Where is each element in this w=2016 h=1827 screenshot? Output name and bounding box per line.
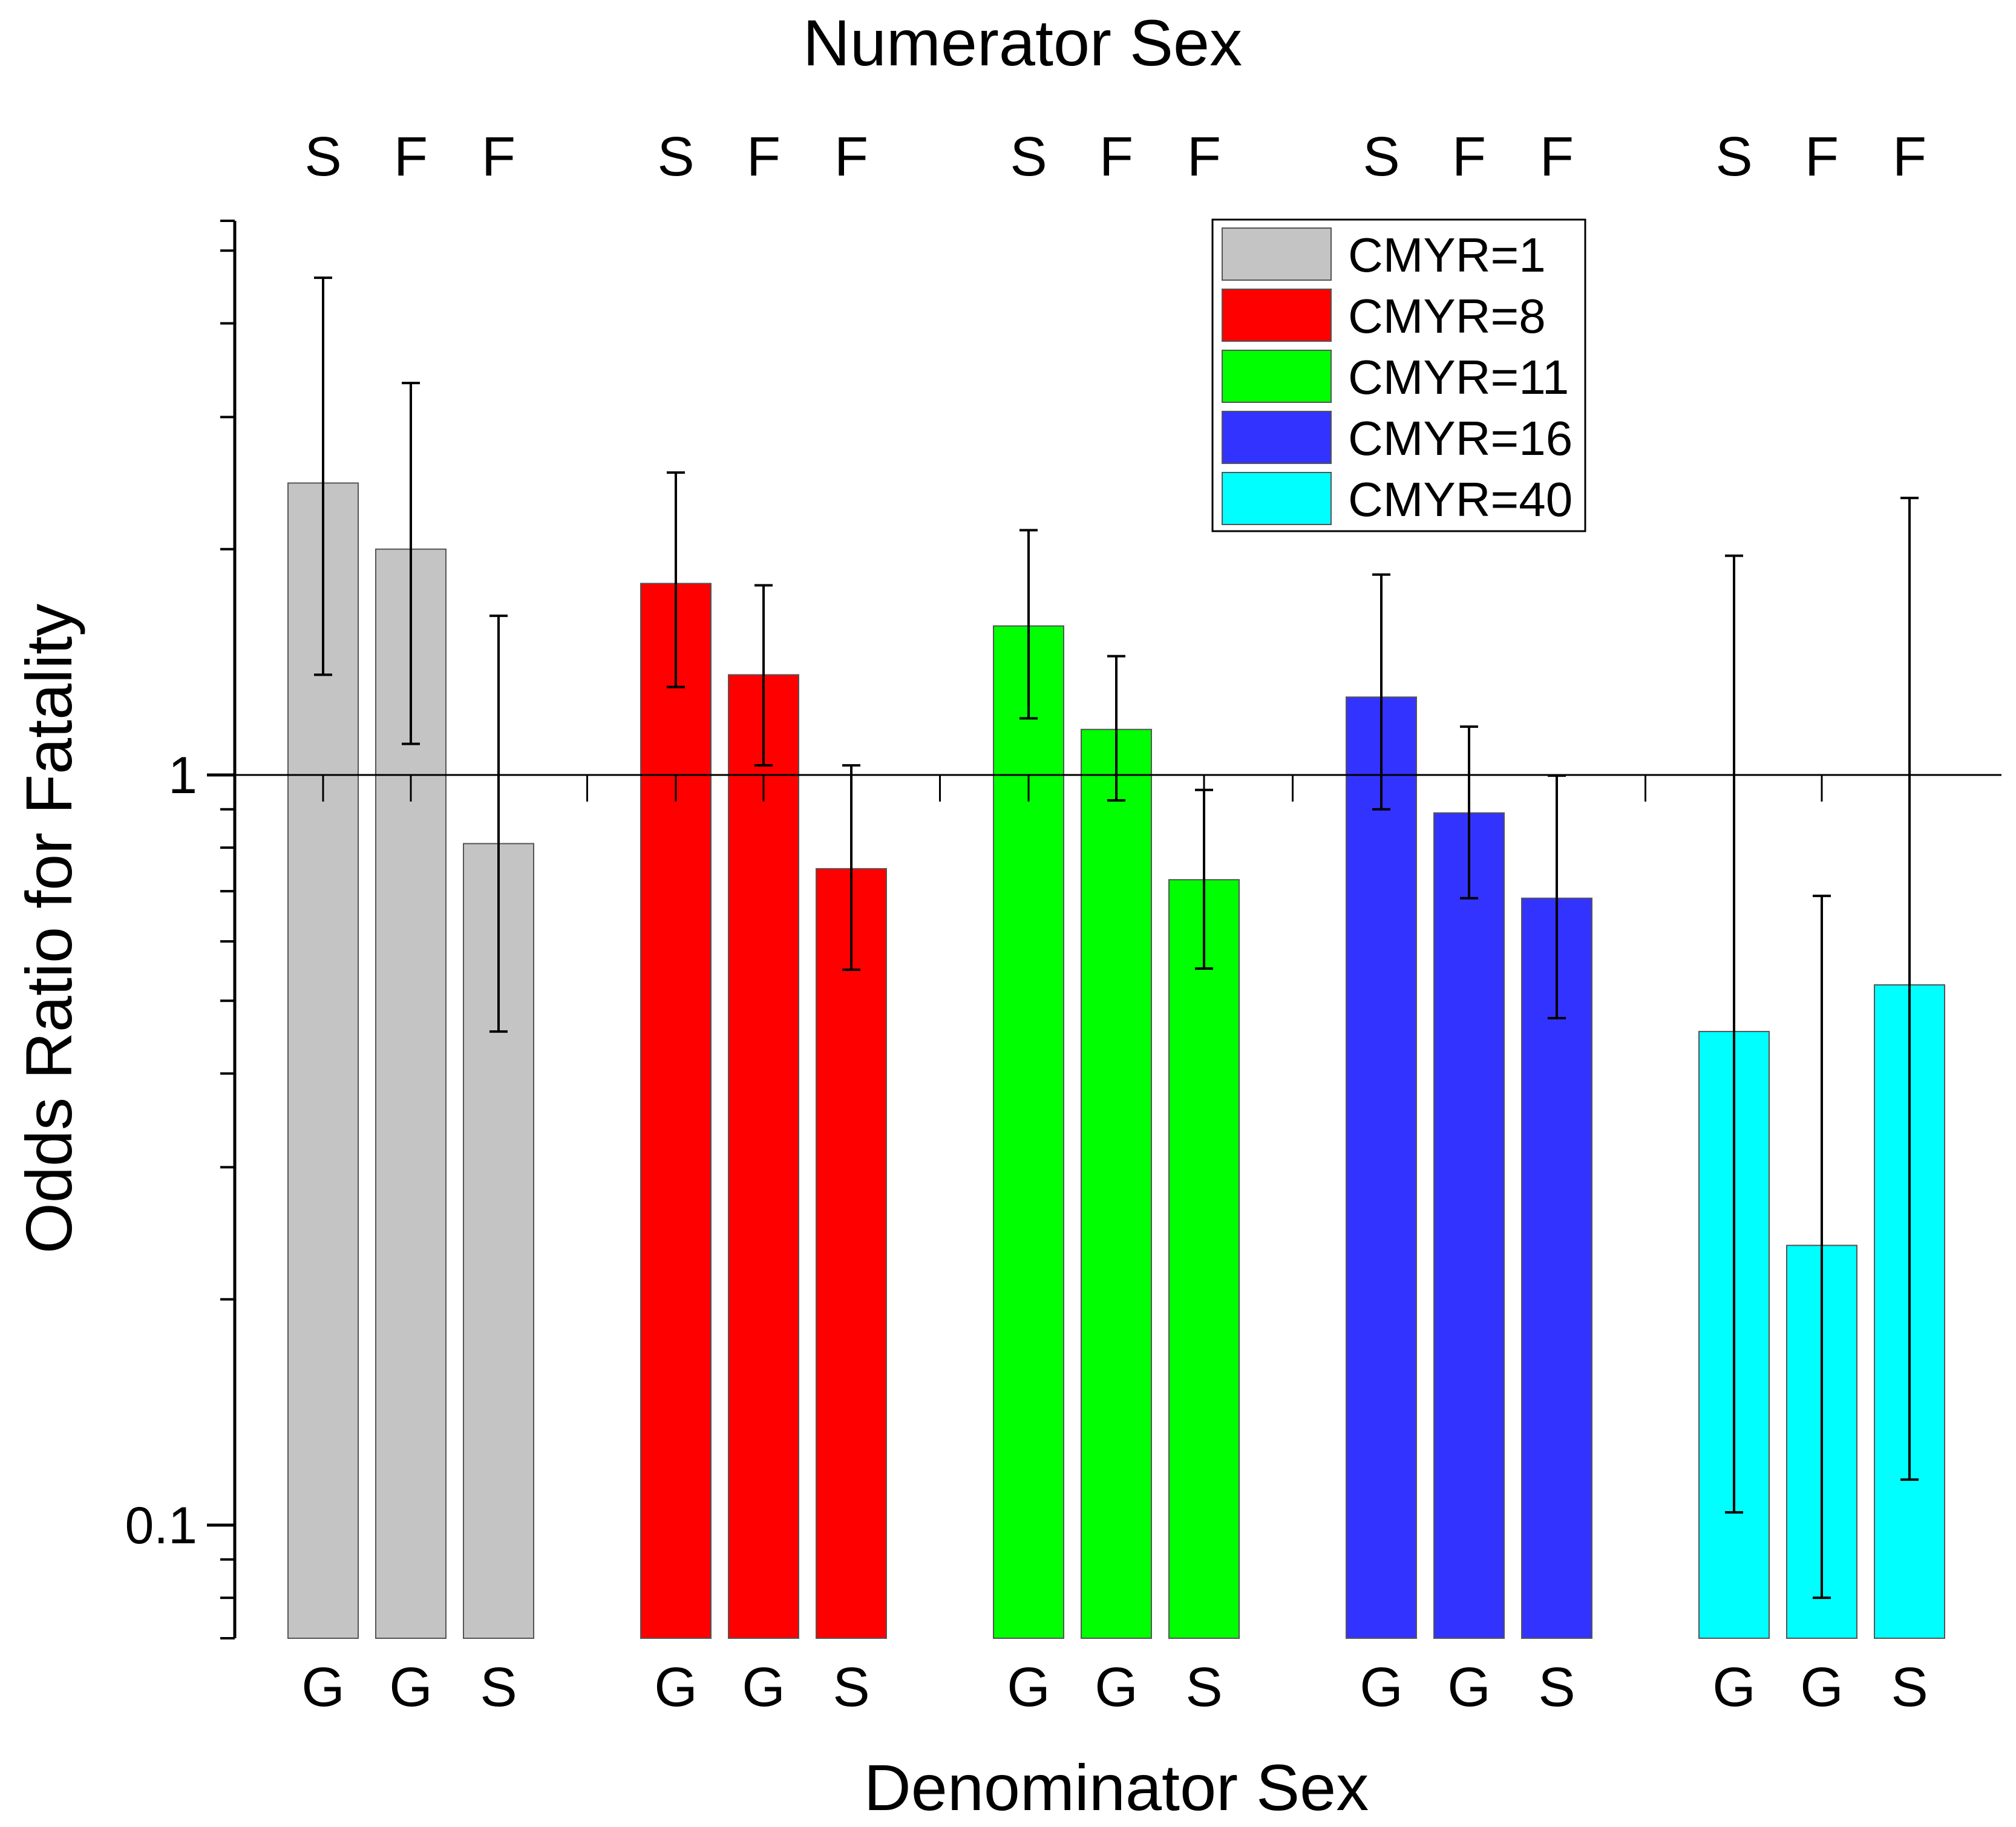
bar xyxy=(640,583,712,1639)
numerator-label: F xyxy=(1540,126,1574,188)
denominator-label: S xyxy=(1185,1656,1222,1718)
chart-title: Numerator Sex xyxy=(803,6,1242,79)
legend: CMYR=1 CMYR=8 CMYR=11 CMYR=16 CMYR=40 xyxy=(1211,218,1586,532)
numerator-label: S xyxy=(1010,126,1047,188)
denominator-label: G xyxy=(301,1656,345,1718)
bar xyxy=(1433,812,1505,1639)
denominator-label: G xyxy=(1007,1656,1050,1718)
numerator-label: F xyxy=(1893,126,1926,188)
bar xyxy=(1346,696,1417,1639)
denominator-label: S xyxy=(1538,1656,1575,1718)
denominator-label: S xyxy=(1891,1656,1928,1718)
x-axis-label: Denominator Sex xyxy=(864,1751,1369,1824)
numerator-label: F xyxy=(394,126,428,188)
denominator-label: G xyxy=(1095,1656,1138,1718)
legend-label: CMYR=11 xyxy=(1348,350,1569,404)
y-axis-label: Odds Ratio for Fatality xyxy=(12,604,85,1253)
legend-swatch xyxy=(1222,411,1332,464)
numerator-label: F xyxy=(1805,126,1839,188)
numerator-label: F xyxy=(482,126,515,188)
legend-swatch xyxy=(1222,472,1332,525)
numerator-label: S xyxy=(1715,126,1752,188)
numerator-label: F xyxy=(747,126,781,188)
numerator-label: F xyxy=(834,126,868,188)
denominator-label: G xyxy=(389,1656,433,1718)
legend-swatch xyxy=(1222,227,1332,281)
bar xyxy=(728,674,799,1639)
legend-swatch xyxy=(1222,350,1332,403)
legend-label: CMYR=40 xyxy=(1348,472,1573,526)
denominator-label: G xyxy=(1712,1656,1756,1718)
numerator-label: S xyxy=(657,126,694,188)
legend-label: CMYR=8 xyxy=(1348,289,1546,343)
numerator-label: F xyxy=(1099,126,1133,188)
numerator-label: S xyxy=(1363,126,1399,188)
denominator-label: S xyxy=(833,1656,869,1718)
legend-label: CMYR=16 xyxy=(1348,411,1573,465)
bar xyxy=(816,868,887,1639)
denominator-label: G xyxy=(654,1656,698,1718)
numerator-label: S xyxy=(304,126,341,188)
denominator-label: G xyxy=(1447,1656,1491,1718)
y-tick-label: 1 xyxy=(168,747,197,805)
denominator-label: G xyxy=(1360,1656,1403,1718)
legend-label: CMYR=1 xyxy=(1348,228,1546,282)
numerator-label: F xyxy=(1187,126,1221,188)
y-tick-label: 0.1 xyxy=(125,1497,197,1555)
bar xyxy=(1081,728,1152,1639)
denominator-label: G xyxy=(1800,1656,1844,1718)
denominator-label: S xyxy=(480,1656,517,1718)
denominator-label: G xyxy=(742,1656,785,1718)
bar xyxy=(1168,879,1240,1639)
legend-swatch xyxy=(1222,289,1332,342)
numerator-label: F xyxy=(1452,126,1486,188)
